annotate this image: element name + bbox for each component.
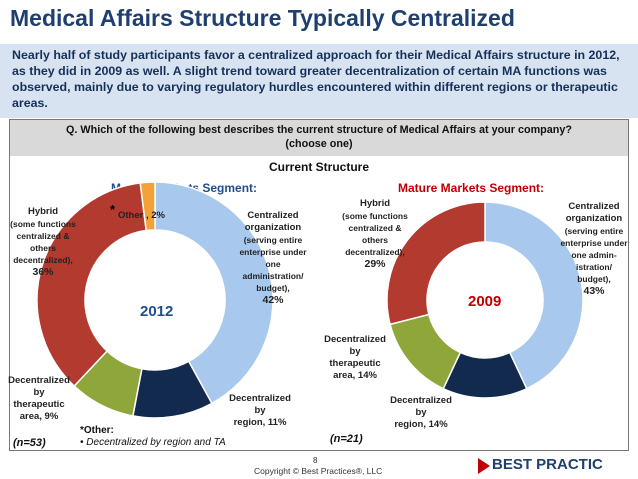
label-2012-hybrid-sub-1: (some functions xyxy=(10,219,76,229)
other-asterisk: * xyxy=(110,202,116,217)
label-2012-dta-3: therapeutic xyxy=(13,399,65,410)
label-2012-centralized-name-2: organization xyxy=(244,222,302,233)
label-2009-centralized-name-2: organization xyxy=(565,213,623,224)
label-2009-centralized-sub-2: enterprise under xyxy=(560,238,628,248)
label-2012-centralized-pct: 42% xyxy=(262,294,284,306)
label-2009-decentralized-ta: Decentralized by therapeutic area, 14% xyxy=(318,334,392,382)
label-2009-hybrid-sub-3: others xyxy=(362,235,388,245)
label-2009-centralized: Centralized organization (serving entire… xyxy=(554,201,634,297)
label-2009-dta-3: therapeutic xyxy=(329,358,381,369)
footnote-item: • Decentralized by region and TA xyxy=(80,437,226,448)
label-2012-centralized-sub-1: (serving entire xyxy=(243,235,303,245)
label-2009-centralized-sub-1: (serving entire xyxy=(564,226,624,236)
label-2012-dta-2: by xyxy=(33,387,45,398)
label-2012-centralized-sub-5: budget), xyxy=(256,283,290,293)
slice-2012-other xyxy=(139,181,156,232)
label-2012-decentralized-region: Decentralized by region, 11% xyxy=(222,393,298,429)
label-2009-decentralized-region: Decentralized by region, 14% xyxy=(380,395,462,431)
label-2009-hybrid-sub-1: (some functions xyxy=(342,211,408,221)
sample-size-2009: (n=21) xyxy=(330,433,363,445)
slice-2012-centralized xyxy=(154,181,274,405)
sample-size-2012: (n=53) xyxy=(13,437,46,449)
label-2009-centralized-sub-5: budget), xyxy=(577,274,611,284)
label-2012-dta-1: Decentralized xyxy=(8,375,70,386)
label-2012-dr-2: by xyxy=(254,405,266,416)
label-2009-hybrid-sub-2: centralized & xyxy=(348,223,402,233)
label-2009-dta-1: Decentralized xyxy=(324,334,386,345)
label-2012-hybrid-pct: 36% xyxy=(32,266,54,278)
label-2009-dr-1: Decentralized xyxy=(390,395,452,406)
company-logo: BEST PRACTIC xyxy=(492,456,603,473)
donut-2009 xyxy=(386,201,584,399)
label-2009-hybrid-pct: 29% xyxy=(364,258,386,270)
label-2012-dta-4: area, 9% xyxy=(19,411,59,422)
label-2012-other: Other , 2% xyxy=(118,210,165,221)
label-2012-hybrid-sub-suffix: , xyxy=(70,255,73,265)
summary-box: Nearly half of study participants favor … xyxy=(0,44,638,118)
logo-arrow-icon xyxy=(478,458,490,474)
slice-2012-hybrid xyxy=(36,182,148,388)
label-2009-hybrid-name: Hybrid xyxy=(359,198,391,209)
slide-title: Medical Affairs Structure Typically Cent… xyxy=(10,5,515,31)
label-2009-dr-3: region, 14% xyxy=(394,419,448,430)
label-2009-centralized-name-1: Centralized xyxy=(568,201,620,212)
survey-question: Q. Which of the following best describes… xyxy=(10,120,628,156)
label-2012-centralized: Centralized organization (serving entire… xyxy=(232,210,314,306)
question-line-1: Q. Which of the following best describes… xyxy=(66,124,572,136)
question-line-2: (choose one) xyxy=(285,138,353,150)
label-2009-centralized-pct: 43% xyxy=(583,285,605,297)
label-2012-centralized-sub-3: one xyxy=(265,259,281,269)
label-2012-centralized-sub-2: enterprise under xyxy=(239,247,307,257)
label-2009-dr-2: by xyxy=(415,407,427,418)
label-2012-dr-1: Decentralized xyxy=(229,393,291,404)
label-2012-hybrid-name: Hybrid xyxy=(27,206,59,217)
label-2009-centralized-sub-3: one admin- xyxy=(571,250,617,260)
label-2012-hybrid-sub-4-row: decentralized), xyxy=(4,254,82,266)
label-2012-hybrid-sub-2: centralized & xyxy=(16,231,70,241)
label-2012-decentralized-ta: Decentralized by therapeutic area, 9% xyxy=(6,375,72,423)
chart-title: Current Structure xyxy=(268,160,369,174)
slice-2009-hybrid xyxy=(386,201,486,326)
label-2009-dta-2: by xyxy=(349,346,361,357)
chart-frame xyxy=(9,119,629,451)
label-2009-centralized-sub-4: istration/ xyxy=(576,262,612,272)
label-2012-centralized-sub-4: administration/ xyxy=(242,271,304,281)
label-2009-hybrid: Hybrid (some functions centralized & oth… xyxy=(335,198,415,270)
label-2012-hybrid-sub-4: decentralized) xyxy=(13,255,71,265)
label-2012-hybrid-sub-3: others xyxy=(30,243,56,253)
page-number: 8 xyxy=(313,456,318,465)
year-label-2012: 2012 xyxy=(140,303,174,320)
copyright-text: Copyright © Best Practices®, LLC xyxy=(254,466,383,476)
donut-2012 xyxy=(36,181,274,419)
year-label-2009: 2009 xyxy=(468,293,502,310)
label-2009-dta-4: area, 14% xyxy=(333,370,377,381)
footnote-title: *Other: xyxy=(80,425,114,436)
label-2012-hybrid: Hybrid (some functions centralized & oth… xyxy=(4,206,82,278)
label-2012-dr-3: region, 11% xyxy=(233,417,287,428)
segment-label-right: Mature Markets Segment: xyxy=(398,181,545,195)
label-2012-centralized-name-1: Centralized xyxy=(247,210,299,221)
label-2009-hybrid-sub-4: decentralized), xyxy=(345,247,405,257)
slice-2009-centralized xyxy=(484,201,584,390)
